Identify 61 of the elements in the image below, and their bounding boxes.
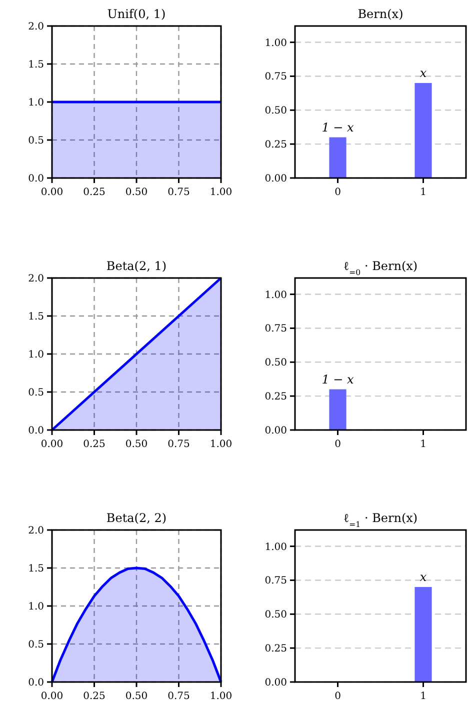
y-tick-label: 0.5	[28, 136, 44, 146]
y-tick-label: 0.00	[264, 426, 287, 436]
x-tick-label: 0.50	[125, 439, 148, 450]
y-tick-label: 0.00	[264, 678, 287, 688]
x-tick-label: 1.00	[210, 187, 232, 198]
y-tick-label: 1.00	[264, 38, 287, 49]
x-tick-label: 0.50	[125, 187, 148, 198]
y-tick-label: 0.0	[28, 426, 44, 436]
x-tick-label: 0.00	[40, 691, 64, 702]
x-tick-label: 0.25	[83, 187, 106, 198]
chart-title: ℓ$_{=0}$ · Bern(x)	[343, 259, 418, 276]
x-tick-label: 0	[334, 691, 341, 702]
chart-title: Unif(0, 1)	[107, 7, 166, 21]
x-tick-label: 1.00	[210, 439, 232, 450]
x-tick-label: 1	[420, 691, 426, 702]
y-tick-label: 0.75	[264, 324, 287, 335]
y-tick-label: 1.00	[264, 290, 287, 301]
x-tick-label: 0	[334, 187, 341, 198]
x-tick-label: 0.00	[40, 439, 64, 450]
y-tick-label: 0.00	[264, 174, 287, 184]
chart-title: Beta(2, 2)	[106, 511, 167, 525]
chart-title: Bern(x)	[358, 7, 404, 21]
chart-title: ℓ$_{=1}$ · Bern(x)	[343, 511, 418, 528]
annotation: x	[420, 570, 427, 584]
y-tick-label: 0.25	[264, 140, 287, 151]
y-tick-label: 2.0	[28, 22, 44, 32]
y-tick-label: 2.0	[28, 526, 44, 536]
y-tick-label: 0.75	[264, 576, 287, 587]
x-tick-label: 0.25	[83, 691, 106, 702]
x-tick-label: 0.00	[40, 187, 64, 198]
y-tick-label: 0.5	[28, 388, 44, 398]
y-tick-label: 0.0	[28, 174, 44, 184]
x-tick-label: 0.75	[168, 691, 190, 702]
y-tick-label: 0.0	[28, 678, 44, 688]
x-tick-label: 0.75	[168, 439, 190, 450]
x-tick-label: 1.00	[210, 691, 232, 702]
x-tick-label: 0	[334, 439, 341, 450]
x-tick-label: 1	[420, 187, 426, 198]
y-tick-label: 1.5	[28, 60, 44, 70]
y-tick-label: 1.0	[28, 98, 44, 108]
y-tick-label: 0.5	[28, 640, 44, 650]
x-tick-label: 1	[420, 439, 426, 450]
y-tick-label: 1.5	[28, 312, 44, 322]
y-tick-label: 0.25	[264, 392, 287, 403]
y-tick-label: 0.50	[264, 358, 287, 369]
y-tick-label: 0.50	[264, 610, 287, 621]
x-tick-label: 0.25	[83, 439, 106, 450]
y-tick-label: 1.00	[264, 542, 287, 553]
x-tick-label: 0.75	[168, 187, 190, 198]
annotation: 1 − x	[322, 372, 354, 386]
annotation: 1 − x	[322, 120, 354, 134]
y-tick-label: 1.0	[28, 350, 44, 360]
annotation: x	[420, 66, 427, 80]
y-tick-label: 0.75	[264, 72, 287, 83]
y-tick-label: 1.0	[28, 602, 44, 612]
y-tick-label: 1.5	[28, 564, 44, 574]
y-tick-label: 0.25	[264, 644, 287, 655]
y-tick-label: 2.0	[28, 274, 44, 284]
y-tick-label: 0.50	[264, 106, 287, 117]
x-tick-label: 0.50	[125, 691, 148, 702]
chart-title: Beta(2, 1)	[106, 259, 167, 273]
